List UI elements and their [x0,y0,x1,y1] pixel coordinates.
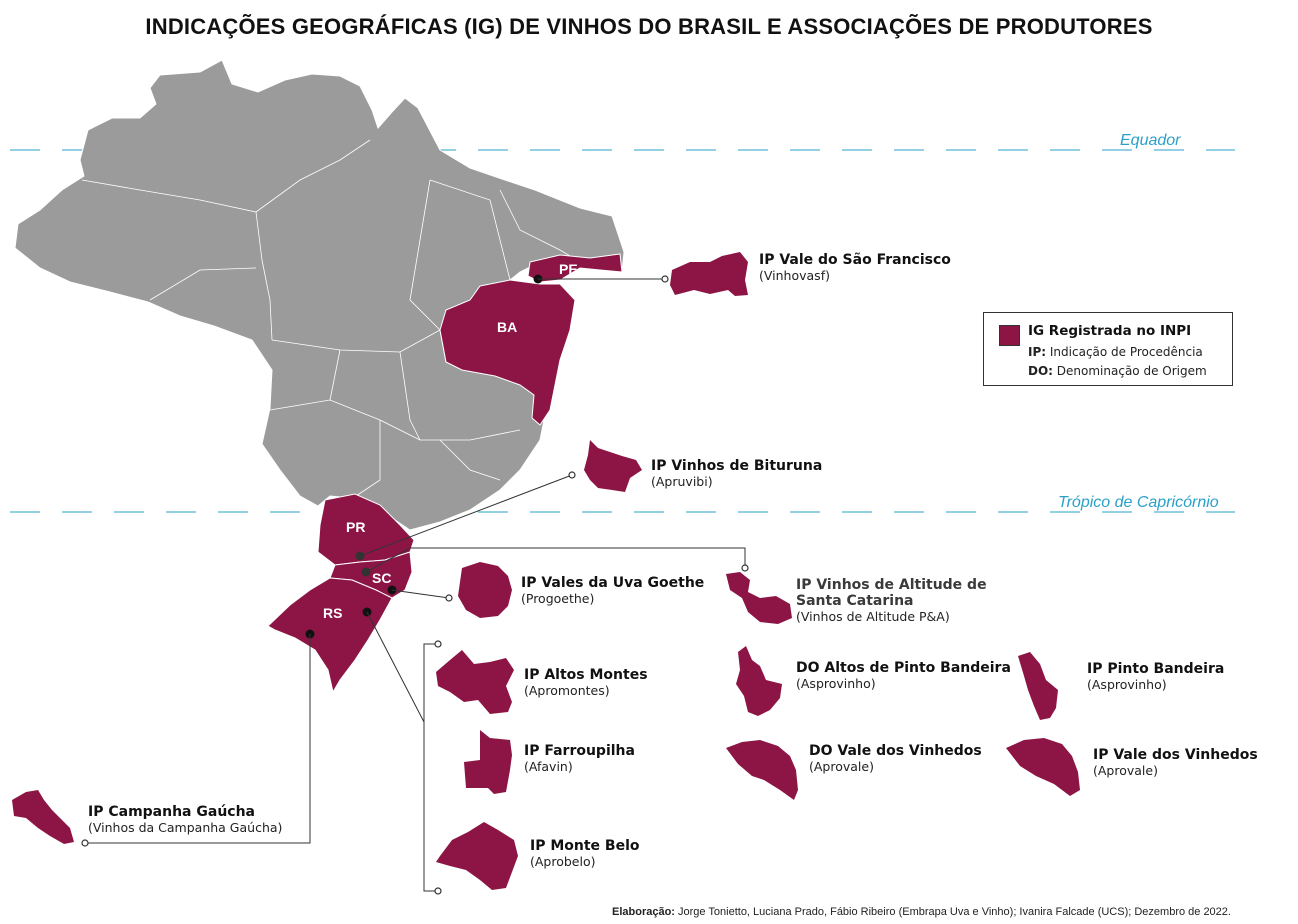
ig-association: (Vinhos da Campanha Gaúcha) [88,820,283,835]
legend-do-row: DO: Denominação de Origem [1028,364,1207,378]
shape-sao-francisco [670,252,748,296]
map-title: INDICAÇÕES GEOGRÁFICAS (IG) DE VINHOS DO… [145,14,1153,39]
shape-do-pinto-bandeira [736,646,782,716]
state-label-rs: RS [323,605,343,621]
legend-title: IG Registrada no INPI [1028,323,1192,339]
ig-name: DO Altos de Pinto Bandeira [796,660,1011,676]
legend: IG Registrada no INPI IP: Indicação de P… [983,312,1233,386]
ig-association: (Asprovinho) [1087,677,1167,692]
state-label-ba: BA [497,319,518,335]
ig-name: IP Vales da Uva Goethe [521,575,705,591]
label-bituruna: IP Vinhos de Bituruna (Apruvibi) [651,458,822,490]
shape-goethe [458,562,512,618]
shape-bituruna [584,440,642,492]
label-ip-vale-vinhedos: IP Vale dos Vinhedos (Aprovale) [1093,747,1258,779]
label-ip-pinto-bandeira: IP Pinto Bandeira (Asprovinho) [1087,661,1224,693]
shape-altitude-sc [726,572,792,624]
legend-ip-code: IP: [1028,345,1047,359]
ig-association: (Apruvibi) [651,474,713,489]
state-label-sc: SC [372,570,392,586]
state-label-pe: PE [559,261,578,277]
label-altos-montes: IP Altos Montes (Apromontes) [524,667,648,699]
shape-altos-montes [436,650,514,714]
ig-association: (Afavin) [524,759,573,774]
state-rs [267,577,393,694]
label-do-vale-vinhedos: DO Vale dos Vinhedos (Aprovale) [809,743,982,775]
ig-association: (Apromontes) [524,683,610,698]
label-farroupilha: IP Farroupilha (Afavin) [524,743,635,775]
legend-do-text: Denominação de Origem [1056,364,1207,378]
ig-association: (Vinhovasf) [759,268,830,283]
ig-association: (Aprobelo) [530,854,596,869]
legend-swatch [999,325,1020,346]
shape-do-vale-vinhedos [726,740,798,800]
credits: Elaboração: Jorge Tonietto, Luciana Prad… [612,906,1231,918]
ig-association: (Progoethe) [521,591,595,606]
ig-name: IP Vinhos de Bituruna [651,458,823,474]
ig-association: (Aprovale) [809,759,874,774]
equator-label: Equador [1120,132,1181,149]
legend-do-code: DO: [1028,364,1053,378]
shape-monte-belo [436,822,518,890]
ig-name: DO Vale dos Vinhedos [809,743,982,759]
label-altitude-sc: IP Vinhos de Altitude de Santa Catarina … [796,577,987,625]
state-label-pr: PR [346,519,366,535]
ig-association: (Vinhos de Altitude P&A) [796,609,950,624]
legend-ip-row: IP: Indicação de Procedência [1028,345,1203,359]
ig-association: (Aprovale) [1093,763,1158,778]
label-sao-francisco: IP Vale do São Francisco (Vinhovasf) [759,252,951,284]
legend-ip-text: Indicação de Procedência [1049,345,1203,359]
label-goethe: IP Vales da Uva Goethe (Progoethe) [521,575,704,607]
ig-association: (Asprovinho) [796,676,876,691]
credits-text: Jorge Tonietto, Luciana Prado, Fábio Rib… [678,906,1231,918]
leader-endpoints [81,275,749,895]
ig-name: IP Vale do São Francisco [759,252,951,268]
ig-name: IP Farroupilha [524,743,635,759]
shape-ip-vale-vinhedos [1006,738,1080,796]
leader-lines [85,278,746,892]
shape-ip-pinto-bandeira [1018,652,1058,720]
ig-name: IP Vale dos Vinhedos [1093,747,1258,763]
ig-name-line2: Santa Catarina [796,593,914,609]
shape-campanha [12,790,74,844]
ig-name: IP Pinto Bandeira [1087,661,1225,677]
state-ba [439,279,576,426]
credits-label: Elaboração: [612,906,675,918]
tropic-label: Trópico de Capricórnio [1058,494,1219,511]
label-do-pinto-bandeira: DO Altos de Pinto Bandeira (Asprovinho) [796,660,1011,692]
ig-name-line1: IP Vinhos de Altitude de [796,577,987,593]
ig-name: IP Altos Montes [524,667,648,683]
ig-name: IP Monte Belo [530,838,640,854]
label-monte-belo: IP Monte Belo (Aprobelo) [530,838,640,870]
ig-name: IP Campanha Gaúcha [88,804,255,820]
label-campanha: IP Campanha Gaúcha (Vinhos da Campanha G… [88,804,282,836]
shape-farroupilha [464,730,512,794]
